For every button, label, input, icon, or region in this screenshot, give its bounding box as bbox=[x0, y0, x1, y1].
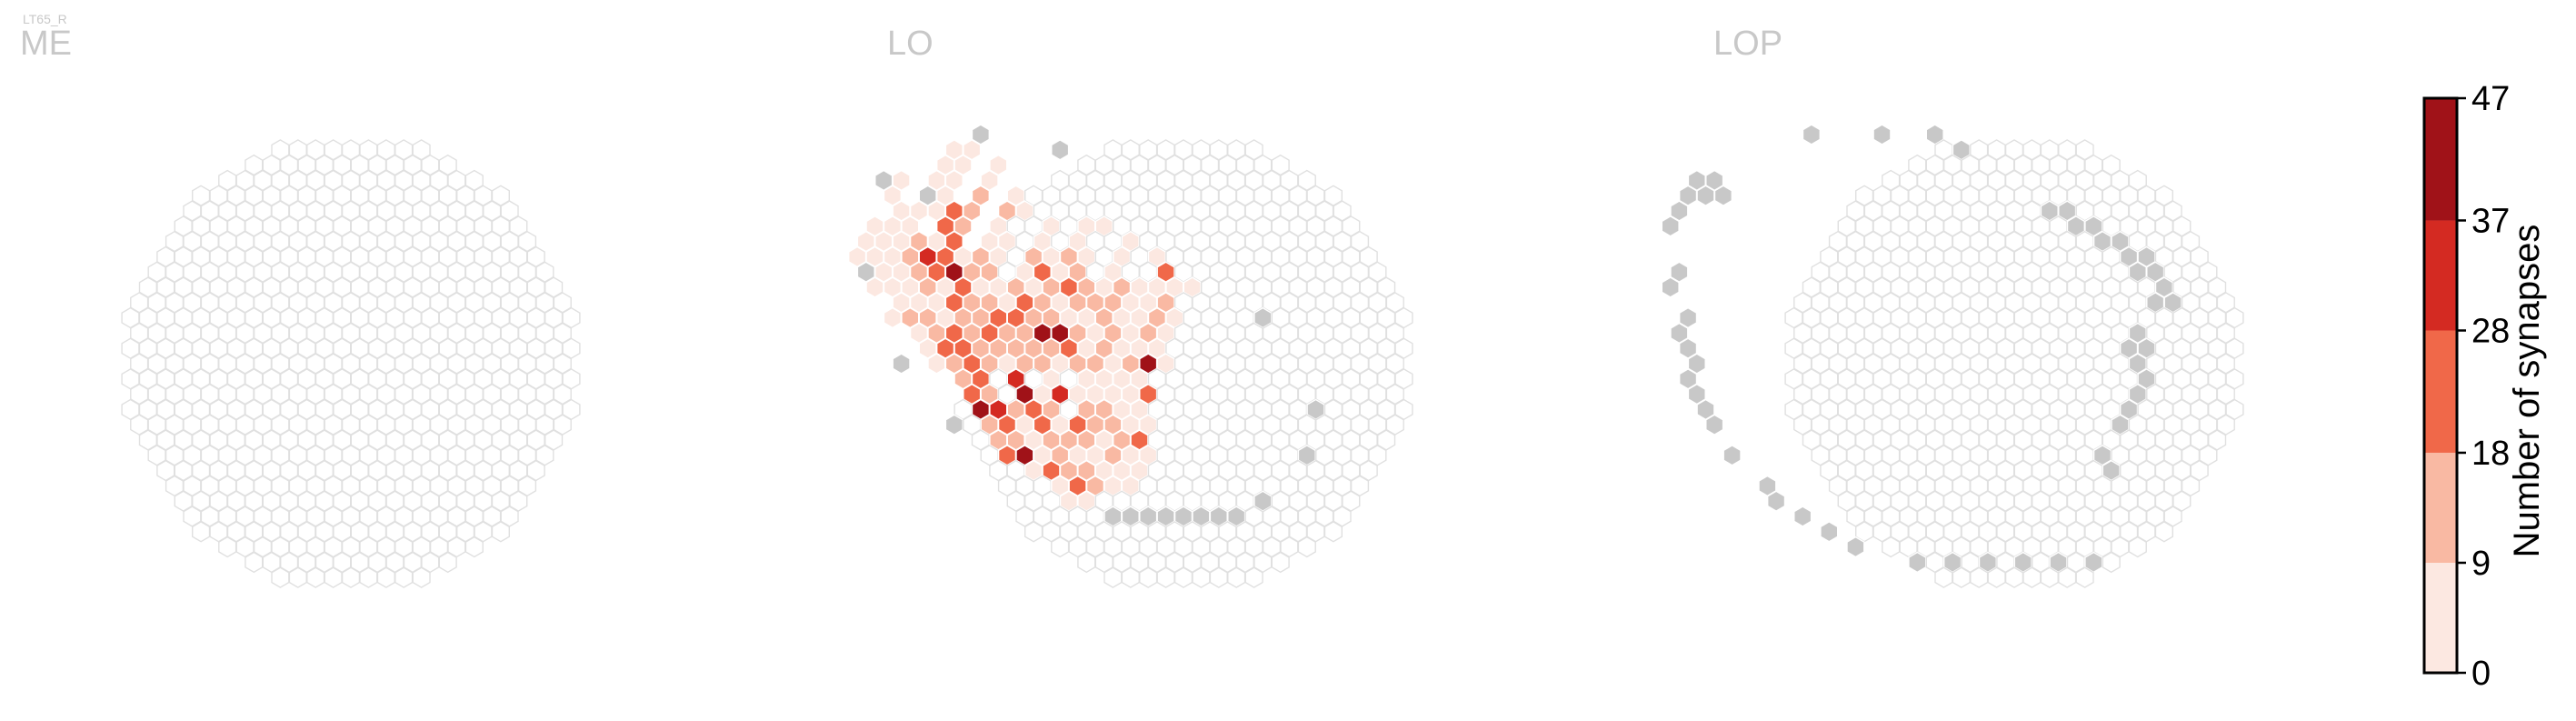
empty-column-hex bbox=[1209, 566, 1228, 588]
colorbar-frame bbox=[2422, 96, 2459, 675]
empty-column-hex bbox=[306, 566, 325, 588]
empty-column-hex bbox=[341, 566, 361, 588]
empty-column-hex bbox=[1882, 536, 1901, 558]
colorbar-tick-label: 37 bbox=[2471, 202, 2510, 240]
empty-column-hex bbox=[1271, 551, 1290, 574]
empty-column-hex bbox=[376, 566, 395, 588]
colorbar-bin bbox=[2424, 562, 2457, 673]
empty-column-hex bbox=[324, 566, 343, 588]
empty-column-hex bbox=[1987, 566, 2006, 588]
missing-column-hex bbox=[1802, 124, 1822, 145]
missing-column-hex bbox=[1722, 445, 1742, 466]
empty-column-hex bbox=[1121, 566, 1140, 588]
empty-column-hex bbox=[1192, 566, 1211, 588]
empty-column-hex bbox=[1139, 566, 1158, 588]
missing-column-hex bbox=[1793, 506, 1812, 527]
missing-column-hex bbox=[1846, 536, 1865, 558]
colorbar-tick-label: 28 bbox=[2471, 312, 2510, 350]
missing-column-hex bbox=[1696, 185, 1715, 206]
empty-column-hex bbox=[1023, 521, 1043, 543]
me-panel bbox=[121, 139, 581, 588]
empty-column-hex bbox=[191, 521, 211, 543]
colorbar-bin bbox=[2424, 98, 2457, 221]
lop-panel bbox=[1661, 124, 2244, 588]
empty-column-hex bbox=[245, 551, 264, 574]
empty-column-hex bbox=[1156, 566, 1175, 588]
empty-column-hex bbox=[1934, 566, 1953, 588]
empty-column-hex bbox=[412, 566, 431, 588]
missing-column-hex bbox=[1661, 215, 1680, 237]
empty-column-hex bbox=[2022, 566, 2042, 588]
empty-column-hex bbox=[438, 551, 457, 574]
missing-column-hex bbox=[1051, 139, 1070, 161]
colorbar-label: Number of synapses bbox=[2507, 225, 2547, 558]
lop-panel-title: LOP bbox=[1713, 25, 1782, 63]
empty-column-hex bbox=[464, 536, 484, 558]
empty-column-hex bbox=[1103, 566, 1123, 588]
empty-column-hex bbox=[2004, 566, 2024, 588]
me-panel-title: ME bbox=[20, 25, 72, 63]
synapse-column-hex bbox=[865, 276, 884, 298]
synapse-column-hex bbox=[883, 306, 902, 329]
empty-column-hex bbox=[2154, 521, 2174, 543]
empty-column-hex bbox=[1970, 566, 1989, 588]
empty-column-hex bbox=[394, 566, 414, 588]
missing-column-hex bbox=[1872, 124, 1892, 145]
empty-column-hex bbox=[1297, 536, 1316, 558]
empty-column-hex bbox=[2102, 551, 2121, 574]
neuron-label: LT65_R bbox=[23, 12, 67, 26]
empty-column-hex bbox=[1051, 536, 1070, 558]
colorbar-tick-label: 9 bbox=[2471, 545, 2491, 583]
missing-column-hex bbox=[1705, 414, 1724, 436]
missing-column-hex bbox=[1766, 490, 1786, 512]
colorbar-tick-label: 47 bbox=[2471, 80, 2510, 118]
empty-column-hex bbox=[2128, 536, 2147, 558]
synapse-column-hex bbox=[927, 353, 946, 375]
missing-column-hex bbox=[944, 414, 964, 436]
colorbar-tick-label: 0 bbox=[2471, 655, 2491, 693]
missing-column-hex bbox=[1713, 185, 1733, 206]
lo-panel-title: LO bbox=[887, 25, 934, 63]
empty-column-hex bbox=[1173, 566, 1193, 588]
colorbar-tick-label: 18 bbox=[2471, 435, 2510, 473]
empty-column-hex bbox=[2075, 566, 2094, 588]
empty-column-hex bbox=[2040, 566, 2059, 588]
lo-panel bbox=[848, 124, 1413, 588]
colorbar-bin bbox=[2424, 220, 2457, 331]
empty-column-hex bbox=[1952, 566, 1971, 588]
empty-column-hex bbox=[1323, 521, 1343, 543]
empty-column-hex bbox=[218, 536, 237, 558]
empty-column-hex bbox=[1077, 551, 1096, 574]
colorbar: 0 9 18 28 37 47 bbox=[2422, 80, 2510, 693]
missing-column-hex bbox=[892, 353, 911, 375]
empty-column-hex bbox=[288, 566, 307, 588]
missing-column-hex bbox=[1908, 551, 1927, 574]
missing-column-hex bbox=[1661, 276, 1680, 298]
empty-column-hex bbox=[271, 566, 290, 588]
empty-column-hex bbox=[491, 521, 510, 543]
colorbar-bin bbox=[2424, 452, 2457, 563]
empty-column-hex bbox=[1227, 566, 1246, 588]
empty-column-hex bbox=[2058, 566, 2077, 588]
missing-column-hex bbox=[1820, 521, 1839, 543]
colorbar-bin bbox=[2424, 330, 2457, 453]
empty-column-hex bbox=[359, 566, 378, 588]
empty-column-hex bbox=[1244, 566, 1263, 588]
